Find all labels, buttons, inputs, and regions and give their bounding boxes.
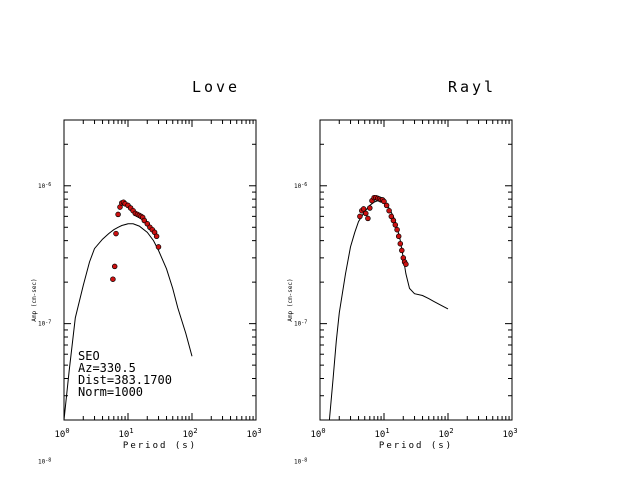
- data-point: [383, 202, 390, 209]
- y-tick-label-base: 10: [38, 183, 46, 190]
- y-tick-label: 10-6: [294, 182, 307, 190]
- x-tick-label-base: 10: [118, 430, 129, 440]
- x-tick-label: 101: [118, 427, 133, 440]
- data-point: [390, 217, 397, 224]
- data-point: [110, 276, 116, 282]
- chart-title: Love: [192, 78, 240, 96]
- y-tick-label-base: 10: [38, 459, 46, 466]
- x-tick-label-base: 10: [246, 430, 257, 440]
- y-tick-label-base: 10: [294, 321, 302, 328]
- x-axis-label: Period (s): [379, 441, 453, 451]
- station-annotation-line: Az=330.5: [78, 361, 136, 375]
- y-tick-label-exp: -6: [301, 182, 307, 188]
- x-tick-label-base: 10: [310, 430, 321, 440]
- y-tick-label-exp: -8: [301, 458, 307, 464]
- x-tick-label-base: 10: [374, 430, 385, 440]
- y-axis-label: Amp (cm-sec): [287, 278, 294, 321]
- y-tick-label-base: 10: [38, 321, 46, 328]
- data-point: [397, 240, 404, 247]
- x-tick-label-exp: 1: [385, 427, 389, 435]
- x-tick-label-base: 10: [502, 430, 513, 440]
- y-tick-label: 10-8: [38, 458, 51, 466]
- data-point: [360, 206, 367, 212]
- y-tick-label: 10-8: [294, 458, 307, 466]
- data-point: [363, 210, 369, 217]
- y-tick-label: 10-7: [38, 320, 51, 328]
- station-annotation-line: SEO: [78, 349, 100, 363]
- y-tick-label: 10-6: [38, 182, 51, 190]
- x-tick-label: 103: [246, 427, 261, 440]
- data-point: [357, 213, 363, 220]
- data-point: [394, 226, 400, 233]
- y-tick-label-exp: -8: [45, 458, 51, 464]
- y-tick-label-exp: -6: [45, 182, 51, 188]
- x-tick-label-exp: 0: [65, 427, 69, 435]
- data-point: [399, 247, 405, 254]
- data-point: [365, 215, 371, 222]
- x-tick-label-base: 10: [54, 430, 65, 440]
- x-tick-label-base: 10: [438, 430, 449, 440]
- x-tick-label-exp: 2: [193, 427, 197, 435]
- station-annotation-line: Norm=1000: [78, 385, 143, 399]
- data-point: [392, 222, 399, 228]
- x-tick-label-exp: 3: [513, 427, 517, 435]
- model-curve: [63, 223, 193, 421]
- plot-frame: [63, 119, 257, 421]
- data-point: [386, 207, 392, 214]
- y-tick-label-base: 10: [294, 459, 302, 466]
- data-point: [141, 217, 148, 224]
- x-tick-label: 100: [54, 427, 69, 440]
- model-curve: [328, 200, 449, 421]
- x-tick-label: 103: [502, 427, 517, 440]
- x-tick-label-exp: 1: [129, 427, 133, 435]
- x-tick-label-base: 10: [182, 430, 193, 440]
- data-point: [155, 244, 162, 250]
- x-axis-label: Period (s): [123, 441, 197, 451]
- y-tick-label-base: 10: [294, 183, 302, 190]
- x-tick-label-exp: 2: [449, 427, 453, 435]
- data-point: [111, 263, 118, 270]
- chart-title: Rayl: [448, 78, 496, 96]
- data-point: [403, 261, 409, 267]
- plot-frame: [319, 119, 513, 421]
- y-tick-label-exp: -7: [301, 320, 307, 326]
- y-tick-label: 10-7: [294, 320, 307, 328]
- data-point: [113, 230, 119, 237]
- x-tick-label: 101: [374, 427, 389, 440]
- x-tick-label-exp: 3: [257, 427, 261, 435]
- x-tick-label: 102: [182, 427, 197, 440]
- x-tick-label: 102: [438, 427, 453, 440]
- data-point: [381, 198, 387, 205]
- y-tick-label-exp: -7: [45, 320, 51, 326]
- data-point: [367, 205, 373, 211]
- data-point: [115, 211, 121, 218]
- data-point: [395, 233, 402, 240]
- station-annotation-line: Dist=383.1700: [78, 373, 172, 387]
- y-axis-label: Amp (cm-sec): [31, 278, 38, 321]
- x-tick-label-exp: 0: [321, 427, 325, 435]
- x-tick-label: 100: [310, 427, 325, 440]
- data-point: [153, 233, 160, 240]
